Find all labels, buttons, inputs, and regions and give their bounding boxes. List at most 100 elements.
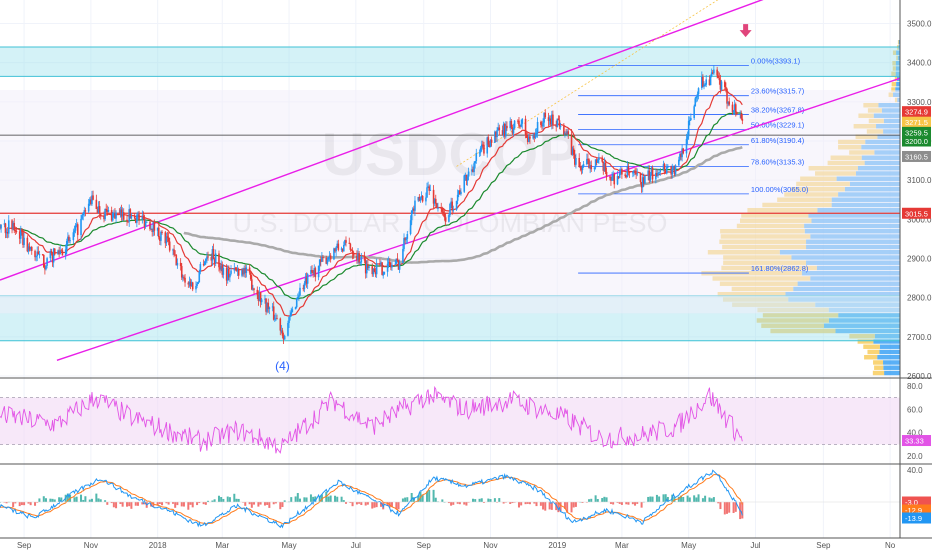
candle-body [14,229,17,231]
candle-body [335,247,337,252]
range-shade [0,90,900,314]
profile-bar-down [892,50,897,55]
candle-body [566,131,568,134]
candle-body [197,282,199,284]
candle-body [95,199,98,209]
macd-histogram-bar [233,493,236,502]
candle-body [448,215,450,222]
candle-body [436,203,438,209]
macd-histogram-bar [417,495,420,502]
candle-body [413,208,415,211]
candle-body [351,250,354,254]
candle-body [671,168,674,175]
macd-histogram-bar [349,502,352,503]
candle-body [4,223,7,234]
macd-histogram-bar [609,502,612,504]
candle-body [106,209,109,212]
candle-body [22,232,24,245]
fib-level-label: 78.60%(3135.3) [751,157,805,166]
candle-body [426,187,428,198]
candle-body [23,237,25,245]
candle-body [663,164,666,171]
price-tick-label: 2800.0 [907,294,932,303]
candle-body [329,255,332,260]
candle-body [564,133,566,135]
macd-histogram-bar [371,502,374,509]
macd-histogram-bar [471,498,474,502]
candle-body [128,209,130,222]
candle-body [604,162,607,172]
candle-body [145,221,148,223]
candle-body [59,250,62,255]
rsi-badge-text: 33.33 [905,437,924,446]
macd-histogram-bar [375,502,378,508]
candle-body [693,106,695,119]
fib-level-label: 100.00%(3065.0) [751,185,809,194]
macd-histogram-bar [526,502,529,504]
candle-body [466,176,469,181]
candle-body [672,166,675,169]
macd-histogram-bar [548,502,551,510]
macd-histogram-bar [704,495,707,502]
candle-body [104,209,106,220]
macd-histogram-bar [434,497,437,502]
candlesticks [0,65,744,344]
fib-level-label: 38.20%(3267.8) [751,105,805,114]
candle-body [543,112,545,123]
profile-bar-down [770,328,836,334]
candle-body [441,208,444,212]
candle-body [605,171,608,177]
candle-body [166,236,169,238]
profile-bar-up [835,328,900,334]
candle-body [497,127,499,131]
candle-body [37,251,40,255]
macd-histogram-bar [719,502,722,510]
candle-body [381,262,383,275]
candle-body [207,256,209,258]
candle-body [705,79,708,85]
macd-histogram-bar [53,499,56,502]
candle-body [495,131,497,138]
macd-histogram-bar [390,502,393,507]
candle-body [364,260,367,274]
candle-body [386,263,389,272]
macd-badge-text: -13.9 [905,514,922,523]
candle-body [245,267,248,273]
candle-body [119,209,122,214]
candle-body [594,159,597,168]
candle-body [38,254,41,256]
candle-body [156,227,159,231]
macd-histogram-bar [336,496,339,502]
candle-body [488,144,491,148]
macd-histogram-bar [697,494,700,502]
candle-body [644,175,646,184]
candle-body [551,114,553,125]
candle-body [609,176,611,178]
candle-body [528,136,530,142]
candle-body [75,224,78,226]
candle-body [610,177,612,181]
candle-body [395,258,398,264]
candle-body [357,253,359,261]
candle-body [53,248,56,255]
candle-body [739,113,741,115]
macd-histogram-bar [401,498,404,502]
macd-histogram-bar [182,502,185,507]
candle-body [337,243,340,250]
candle-body [281,330,284,336]
candle-body [709,75,712,86]
candle-body [394,263,397,265]
macd-histogram-bar [97,498,100,502]
macd-histogram-bar [128,502,131,507]
macd-histogram-bar [658,496,661,502]
macd-line [0,469,743,529]
candle-body [41,254,44,256]
candle-body [586,158,588,165]
candle-body [133,215,136,219]
macd-histogram-bar [570,502,573,513]
candle-body [196,283,198,286]
candle-body [159,237,161,241]
candle-body [673,166,676,175]
macd-histogram-bar [450,502,453,506]
